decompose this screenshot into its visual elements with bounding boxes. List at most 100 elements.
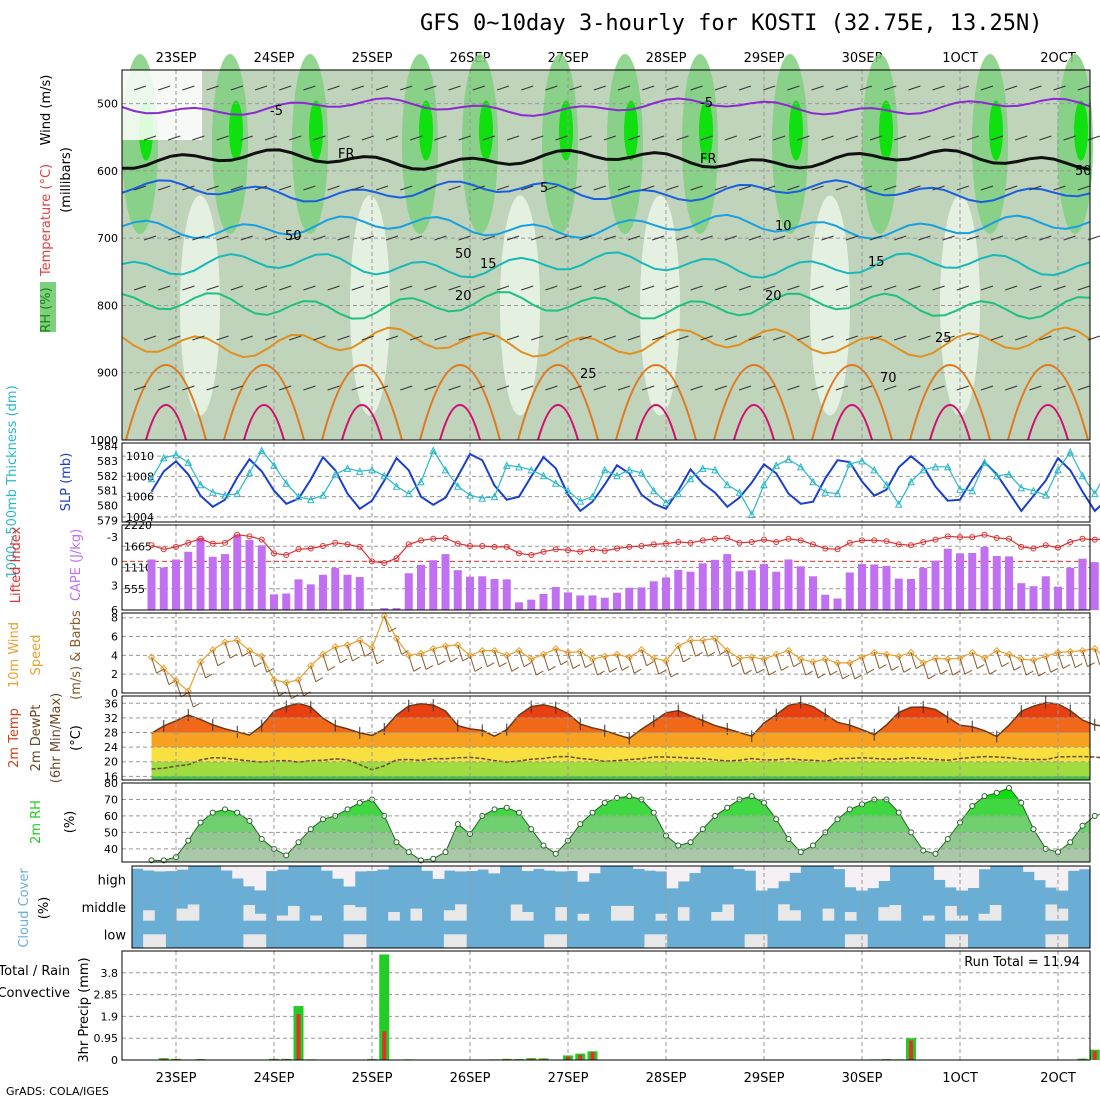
high-cloud-gap (755, 866, 768, 891)
cloud-row-label-low: low (104, 928, 127, 943)
heating-core-8 (929, 404, 971, 441)
upper-wind-barb (908, 385, 921, 391)
wind-barb-flag (695, 651, 703, 657)
thickness-point (686, 474, 695, 483)
mid-cloud-gap (655, 913, 668, 921)
high-cloud-gap (1078, 866, 1091, 870)
upper-wind-barb (192, 135, 205, 141)
high-cloud-gap (533, 866, 545, 869)
rh-point (1067, 839, 1074, 846)
wind-barb (543, 654, 549, 671)
heating-core-5 (635, 404, 677, 441)
lifted-index-point (932, 536, 939, 543)
wind-barb (873, 652, 880, 669)
upper-wind-barb (797, 235, 810, 241)
wind-barb-flag (977, 664, 985, 669)
cape-bar-59 (870, 564, 879, 610)
wind-speed-point (907, 648, 915, 657)
wind-tick-4: 4 (111, 649, 118, 662)
temp-band-5 (151, 761, 1090, 777)
upper-wind-barb (666, 385, 679, 391)
cape-bar-49 (747, 570, 756, 610)
lifted-index-point (957, 534, 963, 541)
thickness-point (319, 491, 327, 499)
cape-bar-53 (796, 566, 805, 610)
wind-barb-flag (376, 659, 385, 665)
upper-wind-barb (932, 285, 945, 291)
wind-barb-flag (511, 666, 519, 672)
cape-tick-1110: 1110 (124, 562, 152, 575)
high-cloud-gap (967, 866, 980, 888)
upper-wind-barb (859, 85, 873, 91)
wind-barb (935, 658, 941, 675)
thickness-point (637, 468, 646, 477)
upper-wind-barb (385, 335, 399, 341)
high-cloud-gap (978, 866, 991, 870)
temp-band-3 (151, 732, 1090, 748)
thickness-tick-584: 584 (97, 440, 118, 453)
temp-tick-24: 24 (104, 741, 118, 754)
upper-wind-barb (642, 385, 655, 391)
high-cloud-gap (789, 866, 801, 873)
upper-wind-barb (133, 185, 147, 191)
thickness-point (907, 477, 915, 486)
wind-barb-flag (768, 670, 777, 676)
lifted-index-point (148, 542, 155, 549)
upper-wind-barb (424, 285, 437, 291)
rh-saturated-core-9 (879, 100, 893, 161)
mid-cloud-gap (443, 910, 456, 921)
wind-barb (616, 654, 623, 671)
thickness-point (625, 465, 634, 474)
upper-wind-barb (385, 135, 399, 141)
wind-barb (910, 652, 917, 669)
low-cloud-gap (455, 934, 467, 948)
upper-wind-barb (603, 335, 616, 341)
thickness-point (870, 465, 879, 474)
contour-label-6: 15 (480, 257, 497, 272)
upper-wind-barb (1029, 85, 1042, 91)
pressure-tick-900: 900 (97, 367, 118, 380)
wind-barb-flag (928, 674, 936, 680)
rh-point (944, 835, 951, 842)
wind-barb (383, 615, 390, 632)
cape-bar-70 (1005, 556, 1013, 610)
lifted-index-point (895, 541, 902, 548)
rh-point (895, 809, 902, 816)
rh-point (1091, 812, 1098, 819)
cape-bar-48 (735, 571, 744, 610)
upper-wind-barb (811, 85, 824, 91)
upper-wind-barb (410, 335, 423, 341)
temp-band-6 (151, 776, 1090, 780)
wind-barb-flag (450, 657, 458, 663)
upper-wind-barb (496, 285, 510, 291)
upper-wind-barb (627, 235, 641, 241)
upper-wind-barb (158, 385, 171, 391)
mid-cloud-gap (1045, 904, 1058, 921)
wind-speed-point (258, 652, 266, 661)
lifted-index-point (479, 543, 486, 550)
thickness-point (294, 492, 303, 501)
upper-wind-barb (182, 385, 195, 391)
rh2m-unit-label: (%) (63, 811, 78, 834)
upper-wind-barb (787, 185, 800, 191)
upper-wind-barb (617, 385, 631, 391)
lifted-index-point (442, 534, 449, 541)
wind-barb (751, 657, 758, 674)
lifted-index-point (418, 537, 424, 544)
mid-cloud-gap (789, 910, 801, 921)
slp-panel-frame (121, 442, 1091, 523)
high-cloud-gap (934, 866, 946, 880)
wind-barb (347, 644, 353, 662)
precip-conv-bar-77 (1092, 1050, 1097, 1060)
upper-wind-barb (313, 335, 326, 341)
lifted-index-point (822, 545, 829, 552)
high-cloud-gap (466, 866, 478, 872)
upper-wind-barb (158, 85, 171, 91)
mid-cloud-gap (310, 915, 322, 921)
wind-speed-point (417, 649, 425, 658)
upper-wind-barb (555, 335, 568, 341)
lifted-index-point (663, 540, 669, 547)
cape-bar-13 (306, 584, 315, 610)
wind-barb (1057, 652, 1064, 669)
